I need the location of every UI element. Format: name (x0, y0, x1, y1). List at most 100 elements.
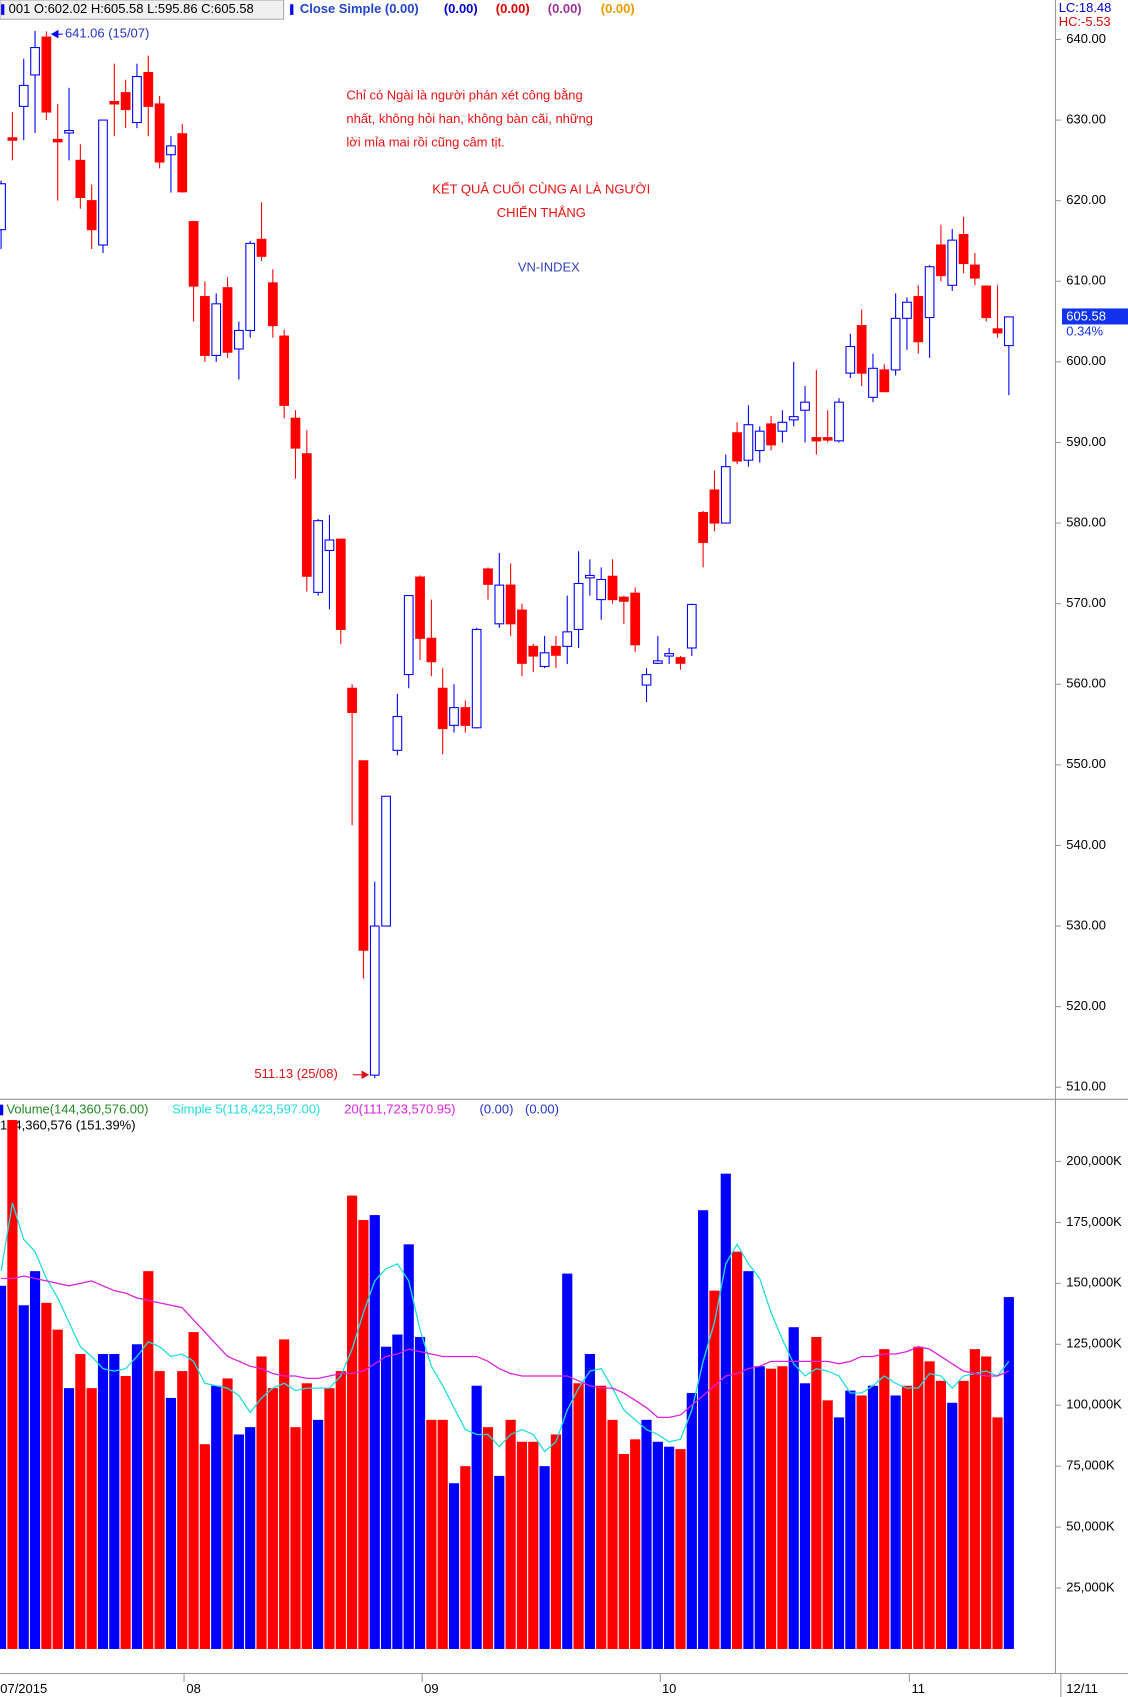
y-tick-label: 610.00 (1066, 273, 1106, 288)
candle-body (471, 628, 482, 729)
x-tick-label: 10 (662, 1681, 676, 1696)
volume-marker (0, 1104, 4, 1116)
candle-body (562, 631, 573, 647)
volume-bar (981, 1356, 992, 1649)
x-tick-label: 11 (912, 1681, 925, 1696)
candle-body (913, 296, 924, 343)
candle-body (86, 200, 97, 231)
volume-bar (301, 1383, 312, 1649)
volume-bar (913, 1346, 924, 1649)
y-tick-label: 75,000K (1066, 1458, 1115, 1473)
volume-bar (686, 1393, 697, 1649)
volume-bar (720, 1173, 731, 1649)
header-box (0, 0, 285, 20)
volume-bar (641, 1419, 652, 1649)
candle-body (460, 707, 471, 726)
candle-body (188, 221, 199, 287)
candle-body (551, 645, 561, 656)
volume-bar (131, 1344, 143, 1649)
candle-body (936, 244, 946, 277)
candle-body (902, 301, 912, 319)
annotation: 641.06 (15/07) (65, 26, 149, 41)
volume-bar (63, 1388, 75, 1649)
volume-bar (245, 1427, 256, 1649)
x-tick-label: 07/2015 (0, 1681, 47, 1696)
candle-body (403, 595, 414, 676)
volume-bar (822, 1400, 833, 1649)
volume-bar (799, 1383, 811, 1649)
legend-entry: 20(111,723,570.95) (344, 1101, 455, 1116)
volume-bar (18, 1305, 29, 1649)
legend-entry: (0.00) (480, 1101, 514, 1116)
volume-bar (279, 1339, 290, 1649)
volume-bar (414, 1336, 426, 1649)
candle-body (177, 133, 188, 193)
indicator-param: (0.00) (496, 1, 530, 16)
volume-bar (901, 1385, 913, 1649)
legend-entry: (0.00) (525, 1101, 559, 1116)
candle-body (392, 715, 403, 751)
candle-body (573, 582, 584, 630)
candle-body (743, 424, 754, 461)
annotation: 511.13 (25/08) (254, 1066, 337, 1081)
note-line: nhất, không hỏi han, không bàn cãi, nhữn… (346, 111, 593, 126)
volume-bar (935, 1380, 947, 1649)
y-tick-label: 640.00 (1066, 31, 1106, 46)
candle-body (18, 84, 29, 107)
legend-entry: Simple 5(118,423,597.00) (172, 1101, 320, 1116)
candle-body (120, 92, 131, 111)
volume-bar (550, 1434, 562, 1649)
volume-bar (890, 1395, 901, 1649)
candle-body (834, 401, 844, 442)
indicator-param: (0.00) (601, 1, 635, 16)
y-tick-label: 530.00 (1066, 918, 1106, 933)
volume-bar (256, 1356, 267, 1649)
candle-body (879, 369, 890, 393)
volume-bar (664, 1446, 675, 1649)
y-tick-label: 175,000K (1066, 1214, 1122, 1229)
candle-body (618, 596, 629, 602)
y-tick-label: 550.00 (1066, 756, 1106, 771)
candle-body (766, 423, 776, 446)
candle-body (505, 584, 516, 625)
volume-bar (313, 1419, 324, 1649)
candle-body (630, 592, 641, 646)
candle-body (483, 568, 493, 585)
candle-body (426, 637, 437, 663)
indicator-param: (0.00) (548, 1, 582, 16)
candle-body (347, 687, 357, 713)
candle-body (335, 538, 346, 630)
volume-bar (403, 1244, 414, 1649)
indicator-param: (0.00) (444, 1, 478, 16)
volume-bar (154, 1371, 165, 1649)
volume-bar (109, 1354, 120, 1649)
volume-bar (347, 1195, 358, 1649)
volume-bar (765, 1368, 777, 1649)
candle-body (211, 303, 222, 356)
volume-bar (833, 1417, 845, 1649)
volume-bar (75, 1354, 86, 1649)
y-tick-label: 25,000K (1066, 1580, 1115, 1595)
volume-bar (505, 1419, 516, 1649)
volume-bar (324, 1388, 335, 1649)
volume-value: 144,360,576 (151.39%) (0, 1117, 136, 1132)
candle-body (698, 512, 708, 543)
candle-body (596, 578, 607, 601)
volume-bar (856, 1395, 867, 1649)
moving-average-line (1, 1275, 1010, 1419)
candle-body (539, 652, 550, 668)
last-change: 0.34% (1066, 323, 1103, 338)
candle-body (267, 282, 278, 327)
candle-body (98, 119, 108, 246)
candle-body (664, 653, 675, 657)
volume-bar (630, 1439, 641, 1649)
volume-bar (120, 1375, 131, 1649)
candle-body (822, 437, 833, 441)
candle-body (924, 266, 935, 319)
volume-bar (754, 1366, 765, 1649)
volume-bar (992, 1417, 1003, 1649)
candle-body (30, 47, 40, 76)
volume-bar (573, 1383, 584, 1649)
candle-body (1003, 316, 1014, 347)
candle-body (41, 36, 52, 113)
